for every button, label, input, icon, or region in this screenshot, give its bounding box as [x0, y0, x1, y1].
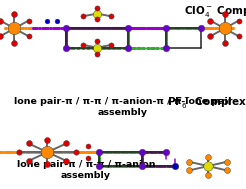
Point — [27, 159, 31, 162]
Point — [187, 160, 191, 163]
Point — [225, 160, 229, 163]
Point — [206, 165, 210, 168]
Point — [12, 12, 16, 15]
Point — [208, 19, 212, 22]
Text: PF$_6^-$ Complex: PF$_6^-$ Complex — [167, 94, 246, 109]
Point — [187, 169, 191, 172]
Point — [109, 43, 113, 46]
Point — [225, 169, 229, 172]
Point — [46, 163, 49, 166]
Text: lone pair-π / π-π / π-anion
assembly: lone pair-π / π-π / π-anion assembly — [17, 160, 155, 180]
Point — [206, 156, 210, 159]
Point — [46, 139, 49, 142]
Point — [140, 151, 144, 154]
Point — [81, 43, 85, 46]
Point — [12, 27, 16, 30]
Point — [64, 142, 68, 145]
Point — [55, 20, 59, 23]
Point — [12, 42, 16, 45]
Point — [64, 159, 68, 162]
Point — [27, 142, 31, 145]
Point — [0, 19, 2, 22]
Point — [223, 42, 227, 45]
Point — [0, 35, 2, 38]
Point — [208, 35, 212, 38]
Point — [81, 15, 85, 18]
Point — [27, 19, 31, 22]
Point — [95, 52, 99, 55]
Point — [97, 165, 101, 168]
Point — [74, 151, 78, 154]
Point — [46, 20, 49, 23]
Point — [164, 46, 168, 49]
Point — [95, 17, 99, 20]
Text: lone pair-π / π-π / π-anion-π / π-lone pair
assembly: lone pair-π / π-π / π-anion-π / π-lone p… — [14, 97, 232, 117]
Point — [95, 6, 99, 9]
Point — [223, 27, 227, 30]
Point — [27, 35, 31, 38]
Point — [126, 46, 130, 49]
Point — [237, 19, 241, 22]
Point — [173, 165, 177, 168]
Point — [17, 151, 21, 154]
Point — [95, 12, 99, 15]
Point — [86, 157, 90, 160]
Point — [223, 12, 227, 15]
Point — [95, 46, 99, 49]
Point — [199, 27, 203, 30]
Point — [86, 145, 90, 148]
Point — [126, 27, 130, 30]
Point — [164, 151, 168, 154]
Point — [64, 27, 68, 30]
Point — [64, 46, 68, 49]
Point — [140, 165, 144, 168]
Point — [237, 35, 241, 38]
Point — [46, 151, 49, 154]
Point — [97, 151, 101, 154]
Point — [164, 27, 168, 30]
Point — [95, 40, 99, 43]
Point — [206, 173, 210, 176]
Point — [109, 15, 113, 18]
Text: ClO$_4^-$ Complex: ClO$_4^-$ Complex — [184, 4, 246, 19]
